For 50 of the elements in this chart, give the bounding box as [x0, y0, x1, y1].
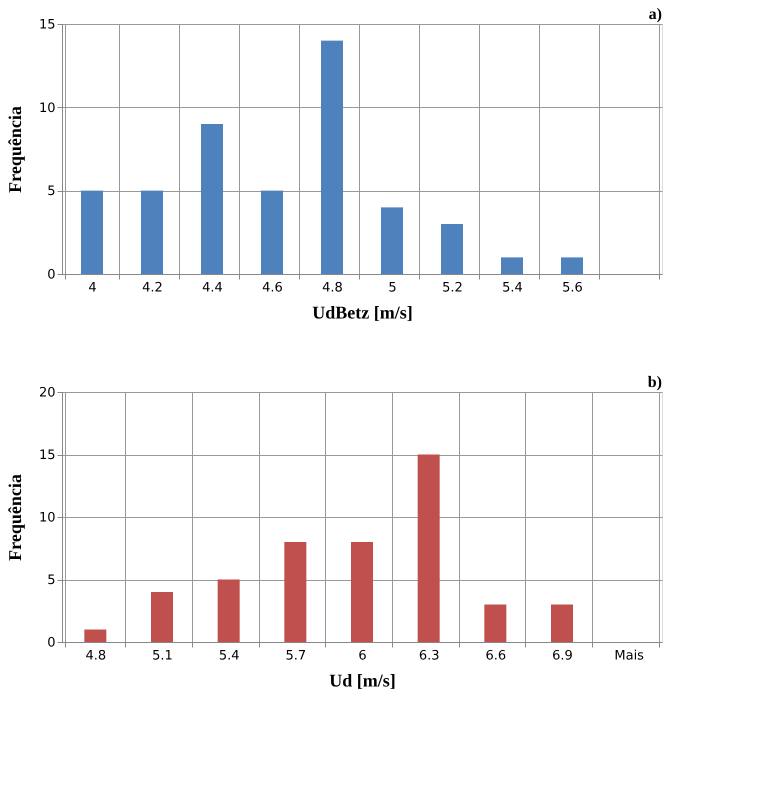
x-tick-label: 4.2	[142, 280, 163, 296]
bar	[201, 124, 223, 274]
y-axis-title: Frequência	[4, 474, 25, 561]
bar	[84, 630, 106, 642]
y-tick-label: 10	[38, 510, 56, 526]
x-tick-label: 5	[388, 280, 397, 296]
bar	[418, 454, 440, 642]
x-tick-label: 5.4	[502, 280, 523, 296]
x-tick-label: 6.3	[418, 648, 440, 664]
x-tick-label: 6.9	[552, 648, 573, 664]
bar	[218, 580, 240, 642]
y-tick-label: 5	[47, 184, 56, 200]
x-tick-label: 4.8	[322, 280, 343, 296]
bar	[441, 224, 463, 274]
y-tick-label: 20	[38, 386, 56, 400]
text: a)	[648, 6, 662, 23]
x-tick-label: Mais	[614, 648, 644, 664]
bar	[351, 542, 373, 642]
y-tick-label: 10	[38, 100, 56, 116]
bar	[321, 40, 343, 274]
bar	[151, 592, 173, 642]
bar	[381, 207, 403, 274]
x-tick-label: 4.8	[85, 648, 106, 664]
y-tick-label: 0	[47, 268, 56, 282]
x-tick-label: 5.7	[285, 648, 306, 664]
bar	[284, 542, 306, 642]
bar	[81, 190, 103, 274]
x-tick-label: 4	[88, 280, 97, 296]
bar	[551, 604, 573, 642]
bar	[141, 190, 163, 274]
y-axis-title: Frequência	[4, 106, 25, 193]
bar	[501, 257, 523, 274]
x-axis-title: Ud [m/s]	[329, 670, 396, 690]
bar	[261, 190, 283, 274]
y-tick-label: 5	[47, 573, 56, 588]
y-tick-label: 0	[47, 636, 56, 650]
x-tick-label: 5.6	[562, 280, 583, 296]
x-tick-label: 6	[358, 648, 367, 664]
x-tick-label: 4.4	[202, 280, 223, 296]
bar	[484, 604, 506, 642]
text: b)	[648, 374, 662, 391]
x-tick-label: 6.6	[485, 648, 506, 664]
x-axis-title: UdBetz [m/s]	[312, 302, 413, 322]
y-tick-label: 15	[38, 448, 56, 463]
x-tick-label: 5.1	[152, 648, 173, 664]
x-tick-label: 5.4	[218, 648, 240, 664]
y-tick-label: 15	[38, 18, 56, 32]
bar	[561, 257, 583, 274]
x-tick-label: 4.6	[262, 280, 283, 296]
x-tick-label: 5.2	[442, 280, 463, 296]
